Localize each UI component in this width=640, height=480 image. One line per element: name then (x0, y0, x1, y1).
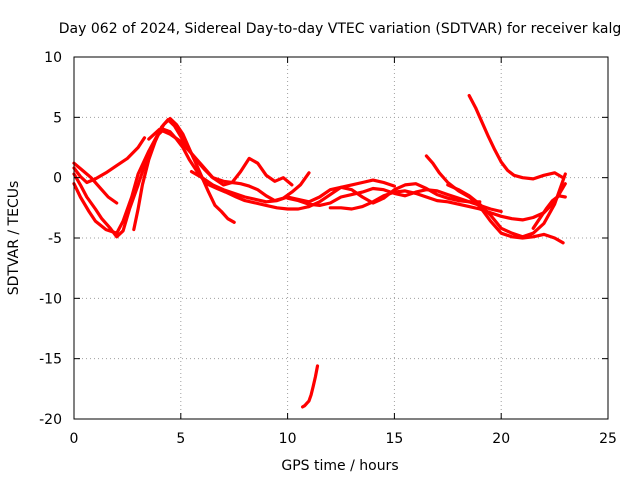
series-arc-14 (531, 194, 567, 230)
x-tick-label: 5 (176, 431, 185, 447)
series-arc-5 (72, 161, 119, 205)
x-tick-label: 25 (599, 431, 617, 447)
series-arc-10 (328, 182, 567, 222)
y-tick-label: 5 (53, 110, 62, 126)
x-tick-label: 20 (492, 431, 510, 447)
x-tick-label: 15 (385, 431, 403, 447)
series-arc-12 (446, 172, 567, 239)
y-tick-label: -5 (48, 231, 62, 247)
series-arc-9 (307, 182, 482, 209)
y-tick-label: -15 (39, 352, 62, 368)
series-arc-13 (467, 93, 565, 181)
y-axis-label: SDTVAR / TECUs (6, 181, 22, 296)
series-arc-15 (301, 364, 320, 409)
ticks-layer: 0 5 10 15 20 25 -20 -15 -10 -5 0 5 10 (39, 50, 617, 447)
y-tick-label: -20 (39, 412, 62, 428)
series-arc-6 (147, 127, 294, 187)
series-arc-11 (424, 154, 565, 245)
x-tick-label: 10 (279, 431, 297, 447)
y-tick-label: 0 (53, 171, 62, 187)
y-tick-label: -10 (39, 291, 62, 307)
x-tick-label: 0 (70, 431, 79, 447)
traces-layer (72, 93, 567, 409)
series-arc-3 (72, 136, 147, 185)
y-tick-label: 10 (44, 50, 62, 66)
chart-title: Day 062 of 2024, Sidereal Day-to-day VTE… (59, 21, 621, 37)
x-axis-label: GPS time / hours (281, 458, 398, 474)
